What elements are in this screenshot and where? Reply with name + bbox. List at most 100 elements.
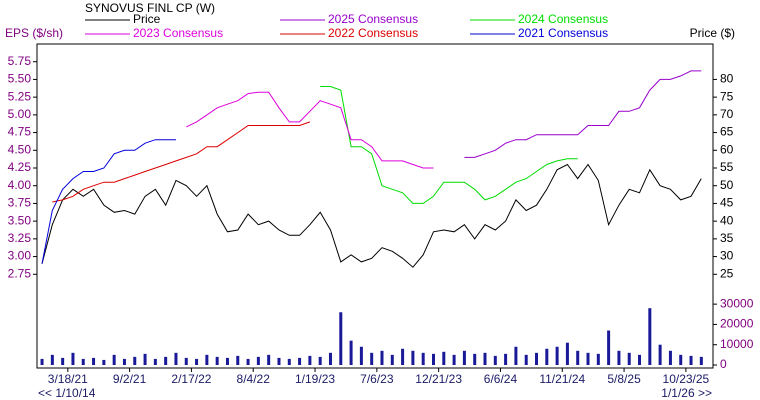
volume-bar xyxy=(50,354,54,365)
x-tick-label: 6/6/24 xyxy=(484,372,518,386)
y-tick-label: 5.75 xyxy=(8,54,32,68)
y2-tick-label: 40 xyxy=(720,213,734,227)
volume-tick-label: 0 xyxy=(720,357,727,371)
volume-bar xyxy=(493,355,497,365)
volume-bar xyxy=(390,354,394,365)
y-tick-label: 4.50 xyxy=(8,142,32,156)
x-tick-label: 10/23/25 xyxy=(663,372,710,386)
volume-bar xyxy=(225,357,229,365)
x-tick-label: 7/6/23 xyxy=(360,372,394,386)
volume-bar xyxy=(256,356,260,365)
volume-bar xyxy=(153,358,157,365)
volume-bar xyxy=(267,354,271,365)
volume-bar xyxy=(679,354,683,365)
volume-bar xyxy=(205,354,209,365)
volume-bar xyxy=(71,352,75,365)
volume-bar xyxy=(555,346,559,365)
legend-label: 2024 Consensus xyxy=(518,12,608,26)
volume-bar xyxy=(586,352,590,365)
x-tick-label: 5/8/25 xyxy=(607,372,641,386)
volume-bar xyxy=(483,352,487,365)
volume-bar xyxy=(648,308,652,365)
chart-title: SYNOVUS FINL CP (W) xyxy=(85,1,215,15)
y-tick-label: 3.25 xyxy=(8,231,32,245)
legend-label: Price xyxy=(133,12,161,26)
volume-bar xyxy=(133,356,137,365)
series-line xyxy=(41,139,176,264)
y-tick-label: 3.50 xyxy=(8,213,32,227)
y-axis-title: EPS ($/sh) xyxy=(5,26,63,40)
volume-bar xyxy=(246,358,250,365)
volume-bar xyxy=(576,350,580,365)
legend-label: 2025 Consensus xyxy=(328,12,418,26)
volume-bar xyxy=(658,344,662,365)
volume-bar xyxy=(174,352,178,365)
y2-tick-label: 30 xyxy=(720,249,734,263)
volume-bar xyxy=(607,330,611,365)
series-line xyxy=(186,91,434,169)
y2-tick-label: 45 xyxy=(720,196,734,210)
volume-bar xyxy=(236,355,240,365)
volume-bar xyxy=(535,352,539,365)
y2-tick-label: 80 xyxy=(720,72,734,86)
volume-bar xyxy=(277,357,281,365)
volume-bar xyxy=(195,358,199,365)
plot-frame xyxy=(36,43,714,369)
x-tick-label: 9/2/21 xyxy=(113,372,147,386)
volume-bar xyxy=(92,357,96,365)
series-line xyxy=(52,121,311,203)
y2-tick-label: 50 xyxy=(720,178,734,192)
y2-tick-label: 25 xyxy=(720,266,734,280)
volume-bar xyxy=(524,354,528,365)
volume-bar xyxy=(143,353,147,365)
legend-label: 2021 Consensus xyxy=(518,26,608,40)
volume-bar xyxy=(473,353,477,365)
legend-label: 2022 Consensus xyxy=(328,26,418,40)
volume-bar xyxy=(689,355,693,365)
x-tick-label: 12/21/23 xyxy=(415,372,462,386)
volume-bar xyxy=(442,351,446,365)
series-line xyxy=(464,70,702,158)
y-tick-label: 3.75 xyxy=(8,196,32,210)
y2-tick-label: 60 xyxy=(720,142,734,156)
volume-bar xyxy=(627,352,631,365)
volume-bar xyxy=(370,352,374,365)
volume-bar xyxy=(401,348,405,365)
y-tick-label: 4.25 xyxy=(8,160,32,174)
volume-bar xyxy=(359,346,363,365)
y2-tick-label: 55 xyxy=(720,160,734,174)
series-line xyxy=(41,163,702,268)
volume-bar xyxy=(318,356,322,365)
volume-bar xyxy=(184,357,188,365)
y-tick-label: 5.00 xyxy=(8,107,32,121)
volume-bar xyxy=(380,350,384,365)
x-tick-label: 8/4/22 xyxy=(237,372,271,386)
volume-bar xyxy=(411,350,415,365)
x-tick-label: 1/19/23 xyxy=(295,372,335,386)
volume-bar xyxy=(61,357,65,365)
volume-bar xyxy=(617,350,621,365)
y-tick-label: 3.00 xyxy=(8,249,32,263)
volume-bar xyxy=(339,312,343,365)
y2-tick-label: 65 xyxy=(720,125,734,139)
volume-bar xyxy=(668,350,672,365)
nav-back[interactable]: << 1/10/14 xyxy=(38,386,96,400)
series-line xyxy=(320,86,578,204)
volume-bar xyxy=(421,352,425,365)
volume-bar xyxy=(545,348,549,365)
volume-bar xyxy=(81,358,85,365)
x-tick-label: 3/18/21 xyxy=(48,372,88,386)
volume-bar xyxy=(215,356,219,365)
volume-tick-label: 30000 xyxy=(720,296,754,310)
volume-bar xyxy=(287,358,291,365)
volume-bar xyxy=(699,356,703,365)
volume-bar xyxy=(431,353,435,365)
volume-bar xyxy=(40,358,44,365)
volume-bar xyxy=(308,355,312,365)
volume-bar xyxy=(565,342,569,365)
volume-tick-label: 20000 xyxy=(720,317,754,331)
volume-bar xyxy=(122,358,126,365)
nav-forward[interactable]: 1/1/26 >> xyxy=(661,386,712,400)
volume-bar xyxy=(112,354,116,365)
